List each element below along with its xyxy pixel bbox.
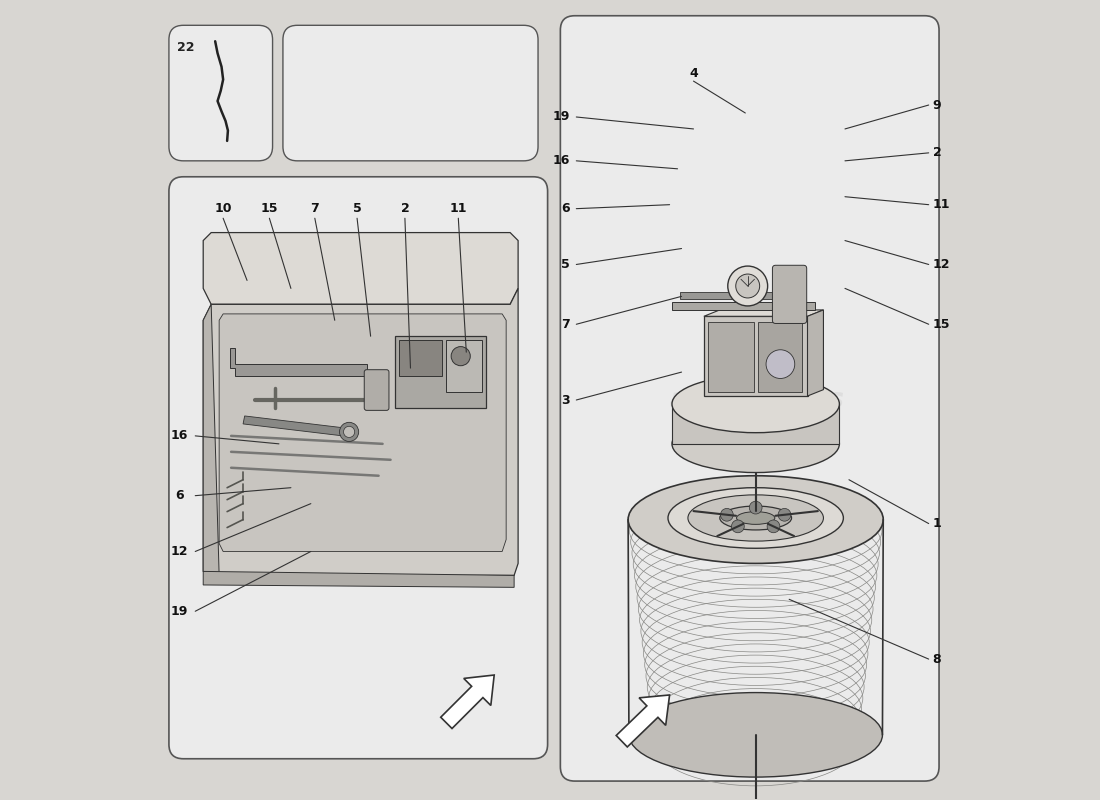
FancyBboxPatch shape bbox=[283, 26, 538, 161]
Text: 4: 4 bbox=[689, 66, 697, 80]
Polygon shape bbox=[204, 288, 518, 575]
FancyBboxPatch shape bbox=[758, 322, 802, 392]
Text: 11: 11 bbox=[933, 198, 950, 211]
FancyArrow shape bbox=[616, 695, 670, 747]
Text: 15: 15 bbox=[261, 202, 278, 215]
Polygon shape bbox=[680, 292, 800, 298]
Polygon shape bbox=[672, 404, 839, 444]
Text: 22: 22 bbox=[177, 42, 195, 54]
Polygon shape bbox=[672, 302, 815, 310]
Circle shape bbox=[767, 520, 780, 533]
Text: 12: 12 bbox=[933, 258, 950, 271]
Text: 15: 15 bbox=[933, 318, 950, 330]
Text: 16: 16 bbox=[552, 154, 570, 167]
Polygon shape bbox=[204, 233, 518, 304]
Ellipse shape bbox=[688, 495, 824, 541]
FancyBboxPatch shape bbox=[395, 336, 486, 408]
Circle shape bbox=[766, 350, 794, 378]
Polygon shape bbox=[243, 416, 344, 436]
Polygon shape bbox=[807, 310, 824, 396]
Text: 7: 7 bbox=[561, 318, 570, 330]
Circle shape bbox=[728, 266, 768, 306]
Circle shape bbox=[343, 426, 354, 438]
Circle shape bbox=[778, 509, 791, 521]
Text: 6: 6 bbox=[561, 202, 570, 215]
Text: 3: 3 bbox=[561, 394, 570, 406]
Circle shape bbox=[340, 422, 359, 442]
Text: 11: 11 bbox=[450, 202, 468, 215]
FancyBboxPatch shape bbox=[398, 340, 442, 376]
Circle shape bbox=[732, 520, 745, 533]
FancyBboxPatch shape bbox=[772, 266, 806, 323]
FancyBboxPatch shape bbox=[708, 322, 755, 392]
Circle shape bbox=[749, 502, 762, 514]
FancyBboxPatch shape bbox=[169, 177, 548, 758]
Text: 6: 6 bbox=[175, 489, 184, 502]
Text: 12: 12 bbox=[170, 545, 188, 558]
FancyArrow shape bbox=[441, 675, 494, 729]
Polygon shape bbox=[204, 571, 514, 587]
Ellipse shape bbox=[628, 476, 883, 563]
Polygon shape bbox=[204, 304, 219, 575]
Ellipse shape bbox=[672, 415, 839, 473]
Text: autospares: autospares bbox=[670, 386, 845, 414]
Text: 9: 9 bbox=[933, 98, 942, 111]
Text: 2: 2 bbox=[400, 202, 409, 215]
FancyBboxPatch shape bbox=[447, 340, 482, 392]
Ellipse shape bbox=[719, 506, 792, 530]
Circle shape bbox=[736, 274, 760, 298]
Text: 5: 5 bbox=[353, 202, 362, 215]
Ellipse shape bbox=[668, 488, 844, 548]
Polygon shape bbox=[704, 310, 824, 316]
Polygon shape bbox=[230, 348, 366, 376]
FancyBboxPatch shape bbox=[364, 370, 389, 410]
Text: 1: 1 bbox=[933, 517, 942, 530]
Text: 10: 10 bbox=[214, 202, 232, 215]
Circle shape bbox=[720, 509, 734, 521]
Text: 16: 16 bbox=[170, 430, 188, 442]
Text: 19: 19 bbox=[170, 605, 188, 618]
Polygon shape bbox=[704, 316, 807, 396]
FancyBboxPatch shape bbox=[560, 16, 939, 781]
Text: 2: 2 bbox=[933, 146, 942, 159]
Ellipse shape bbox=[737, 512, 774, 524]
Ellipse shape bbox=[629, 693, 882, 777]
Text: 5: 5 bbox=[561, 258, 570, 271]
Text: 8: 8 bbox=[933, 653, 942, 666]
Text: 7: 7 bbox=[310, 202, 319, 215]
FancyBboxPatch shape bbox=[169, 26, 273, 161]
Ellipse shape bbox=[672, 375, 839, 433]
Polygon shape bbox=[219, 314, 506, 551]
Circle shape bbox=[451, 346, 471, 366]
Text: autospares: autospares bbox=[279, 426, 454, 454]
Text: 19: 19 bbox=[552, 110, 570, 123]
